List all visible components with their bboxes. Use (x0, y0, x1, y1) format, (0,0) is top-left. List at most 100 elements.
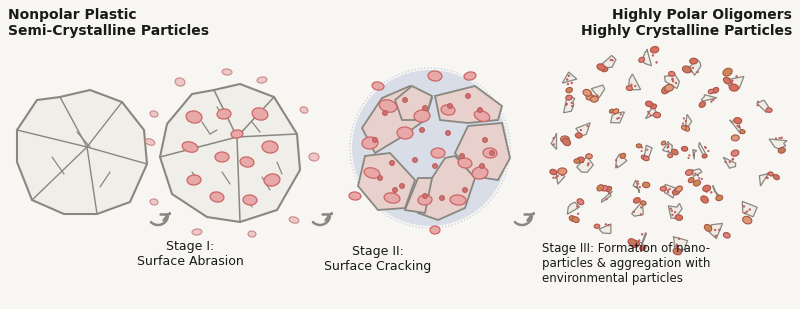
Polygon shape (644, 145, 652, 157)
Circle shape (652, 55, 654, 56)
Ellipse shape (708, 89, 714, 94)
Circle shape (669, 188, 670, 190)
Ellipse shape (778, 148, 786, 153)
Circle shape (616, 165, 618, 167)
Polygon shape (562, 72, 577, 83)
Ellipse shape (730, 84, 738, 91)
Polygon shape (723, 157, 736, 168)
Ellipse shape (694, 180, 701, 186)
Circle shape (630, 84, 632, 86)
Circle shape (732, 159, 734, 160)
Circle shape (690, 71, 691, 72)
Circle shape (578, 213, 579, 214)
Ellipse shape (414, 110, 430, 122)
Ellipse shape (610, 109, 614, 113)
Polygon shape (742, 201, 758, 217)
Circle shape (608, 224, 610, 226)
Circle shape (482, 138, 487, 142)
Ellipse shape (430, 226, 440, 234)
Polygon shape (358, 153, 415, 210)
Text: Stage III: Formation of nano-
particles & aggregation with
environmental particl: Stage III: Formation of nano- particles … (542, 242, 710, 285)
Ellipse shape (577, 199, 584, 205)
Circle shape (744, 212, 746, 214)
Ellipse shape (731, 150, 739, 156)
Circle shape (582, 161, 583, 163)
Circle shape (553, 144, 554, 145)
Circle shape (710, 192, 712, 193)
Polygon shape (690, 59, 701, 75)
Polygon shape (664, 75, 679, 88)
Ellipse shape (641, 201, 646, 205)
Circle shape (648, 113, 650, 114)
Circle shape (553, 177, 554, 179)
Ellipse shape (248, 231, 256, 237)
Circle shape (749, 209, 750, 210)
Circle shape (678, 238, 680, 239)
Circle shape (667, 151, 669, 152)
Polygon shape (692, 169, 702, 176)
Ellipse shape (210, 192, 224, 202)
Circle shape (672, 214, 674, 215)
Ellipse shape (349, 192, 361, 200)
Circle shape (447, 104, 453, 108)
Circle shape (667, 191, 669, 193)
Circle shape (373, 138, 378, 142)
Circle shape (743, 205, 745, 207)
Ellipse shape (418, 195, 432, 205)
Polygon shape (662, 142, 672, 153)
Circle shape (640, 214, 642, 215)
Ellipse shape (699, 102, 706, 108)
Circle shape (708, 150, 709, 152)
Circle shape (693, 154, 694, 156)
Ellipse shape (572, 217, 579, 222)
Circle shape (605, 224, 606, 225)
Polygon shape (591, 85, 605, 98)
Ellipse shape (150, 199, 158, 205)
Circle shape (422, 105, 427, 111)
Ellipse shape (723, 77, 730, 84)
Ellipse shape (243, 195, 257, 205)
Ellipse shape (675, 186, 682, 192)
Circle shape (731, 82, 733, 84)
Ellipse shape (558, 168, 566, 175)
Ellipse shape (702, 154, 707, 158)
Circle shape (587, 164, 589, 166)
Polygon shape (17, 90, 147, 214)
Circle shape (704, 146, 706, 148)
Polygon shape (567, 202, 579, 214)
Polygon shape (693, 150, 697, 159)
Ellipse shape (650, 46, 659, 53)
Polygon shape (563, 95, 575, 113)
Circle shape (571, 102, 573, 104)
Ellipse shape (379, 100, 397, 112)
Polygon shape (769, 139, 787, 149)
Circle shape (701, 178, 702, 180)
Ellipse shape (766, 108, 772, 112)
Circle shape (682, 123, 684, 124)
Circle shape (620, 114, 622, 115)
Ellipse shape (372, 82, 384, 90)
Text: Stage II:
Surface Cracking: Stage II: Surface Cracking (324, 245, 432, 273)
Ellipse shape (570, 216, 576, 221)
Polygon shape (643, 49, 651, 66)
Ellipse shape (682, 125, 686, 130)
Ellipse shape (464, 72, 476, 80)
Circle shape (692, 67, 694, 69)
Ellipse shape (483, 148, 497, 158)
Circle shape (706, 191, 707, 193)
Circle shape (446, 130, 450, 136)
Circle shape (674, 211, 676, 213)
Ellipse shape (257, 77, 267, 83)
Ellipse shape (654, 112, 661, 118)
Ellipse shape (602, 67, 608, 72)
Circle shape (615, 159, 617, 161)
Circle shape (671, 210, 673, 211)
Ellipse shape (309, 153, 319, 161)
Polygon shape (702, 95, 717, 101)
Ellipse shape (660, 186, 666, 191)
Ellipse shape (431, 148, 445, 158)
Polygon shape (602, 191, 612, 202)
Polygon shape (599, 224, 611, 234)
Ellipse shape (252, 108, 268, 120)
Ellipse shape (597, 185, 603, 191)
